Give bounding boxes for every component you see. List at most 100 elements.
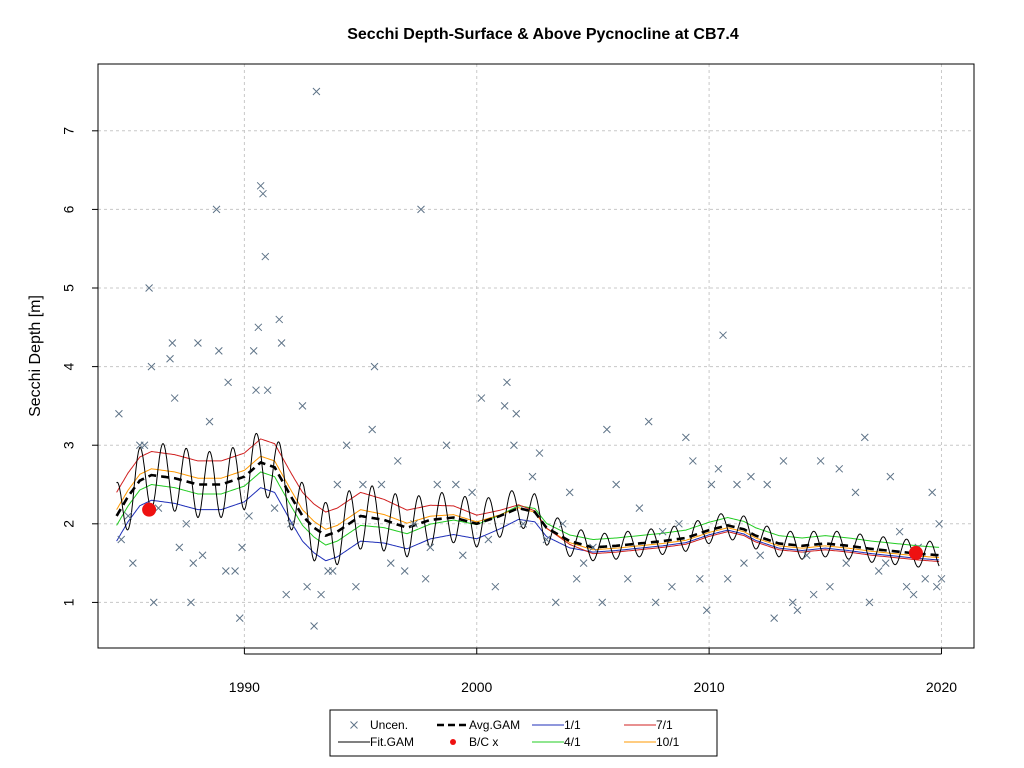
observation-point (386, 559, 395, 567)
observation-point (333, 480, 342, 489)
x-tick-label: 2000 (461, 679, 492, 695)
observation-point (368, 425, 377, 434)
legend-entry: Uncen. (350, 718, 408, 732)
observation-point (149, 598, 158, 607)
observation-point (377, 480, 386, 489)
observation-point (551, 598, 560, 607)
observation-point (451, 480, 460, 489)
observation-point (756, 551, 765, 560)
observation-point (175, 543, 184, 552)
observations-layer (115, 87, 946, 630)
observation-point (895, 527, 904, 536)
observation-point (535, 449, 544, 457)
observation-point (935, 519, 943, 528)
y-tick-label: 7 (61, 127, 77, 135)
legend-label: Avg.GAM (469, 718, 520, 732)
observation-point (491, 582, 500, 591)
observation-point (816, 457, 825, 465)
observation-point (779, 457, 788, 465)
observation-point (426, 543, 435, 552)
observation-point (809, 590, 818, 599)
observation-point (187, 598, 195, 607)
observation-point (932, 582, 941, 591)
legend-label: 1/1 (564, 718, 581, 732)
observation-point (254, 323, 263, 332)
observation-point (275, 315, 284, 324)
observation-point (198, 551, 207, 560)
observation-point (270, 504, 279, 512)
bc-point (908, 545, 923, 560)
observation-point (719, 331, 727, 340)
observation-point (238, 543, 246, 552)
observation-point (256, 181, 265, 190)
observation-point (558, 519, 567, 528)
observation-point (658, 527, 667, 536)
observation-point (287, 519, 295, 528)
observation-point (145, 284, 153, 292)
observation-point (245, 512, 253, 520)
grid-layer (98, 64, 974, 648)
observation-point (668, 582, 676, 591)
observation-point (117, 535, 126, 544)
observation-point (458, 551, 467, 560)
observation-point (124, 512, 133, 520)
observation-point (860, 433, 869, 442)
observation-point (793, 606, 802, 615)
observation-point (937, 574, 946, 583)
legend-entry: 7/1 (624, 718, 673, 732)
observation-point (707, 480, 716, 489)
observation-point (263, 386, 272, 395)
observation-point (212, 205, 221, 214)
y-tick-label: 3 (61, 441, 77, 449)
observation-point (205, 417, 214, 426)
observation-point (189, 559, 198, 567)
observation-point (298, 402, 307, 410)
observation-point (528, 472, 537, 481)
observation-point (221, 567, 230, 575)
observation-point (214, 347, 223, 355)
observation-point (733, 480, 741, 489)
observation-point (393, 457, 402, 465)
observation-point (788, 598, 797, 607)
observation-point (740, 559, 748, 567)
plot-frame (97, 63, 975, 649)
observation-point (140, 441, 149, 450)
observation-point (259, 189, 267, 198)
y-tick-label: 1 (61, 598, 77, 606)
observation-point (249, 347, 258, 355)
series-7-1-line (116, 438, 940, 563)
legend-entry: 10/1 (624, 735, 680, 749)
observation-point (902, 582, 911, 591)
observation-point (261, 252, 270, 261)
observation-point (500, 402, 509, 410)
y-axis-label: Secchi Depth [m] (27, 295, 44, 417)
observation-point (359, 480, 367, 489)
observation-point (865, 598, 874, 607)
observation-point (115, 409, 123, 418)
observation-point (328, 567, 337, 575)
observation-point (252, 386, 260, 395)
observation-point (635, 504, 644, 512)
observation-point (886, 472, 895, 481)
observation-point (182, 519, 191, 528)
observation-point (603, 425, 611, 434)
observation-point (231, 567, 239, 575)
series-4-1-line (116, 471, 940, 548)
observation-point (802, 551, 811, 560)
observation-point (874, 567, 883, 575)
observation-point (579, 559, 588, 567)
observation-point (651, 598, 660, 607)
observation-point (282, 590, 291, 599)
series-layer (115, 432, 940, 568)
observation-point (519, 519, 528, 528)
observation-point (310, 622, 318, 630)
legend-label: Fit.GAM (370, 735, 414, 749)
x-tick-label: 1990 (229, 679, 260, 695)
observation-point (277, 339, 286, 347)
observation-point (928, 488, 937, 497)
observation-point (342, 441, 351, 450)
observation-point (433, 480, 442, 489)
observation-point (644, 417, 653, 426)
observation-point (675, 519, 683, 528)
observation-point (166, 354, 174, 363)
